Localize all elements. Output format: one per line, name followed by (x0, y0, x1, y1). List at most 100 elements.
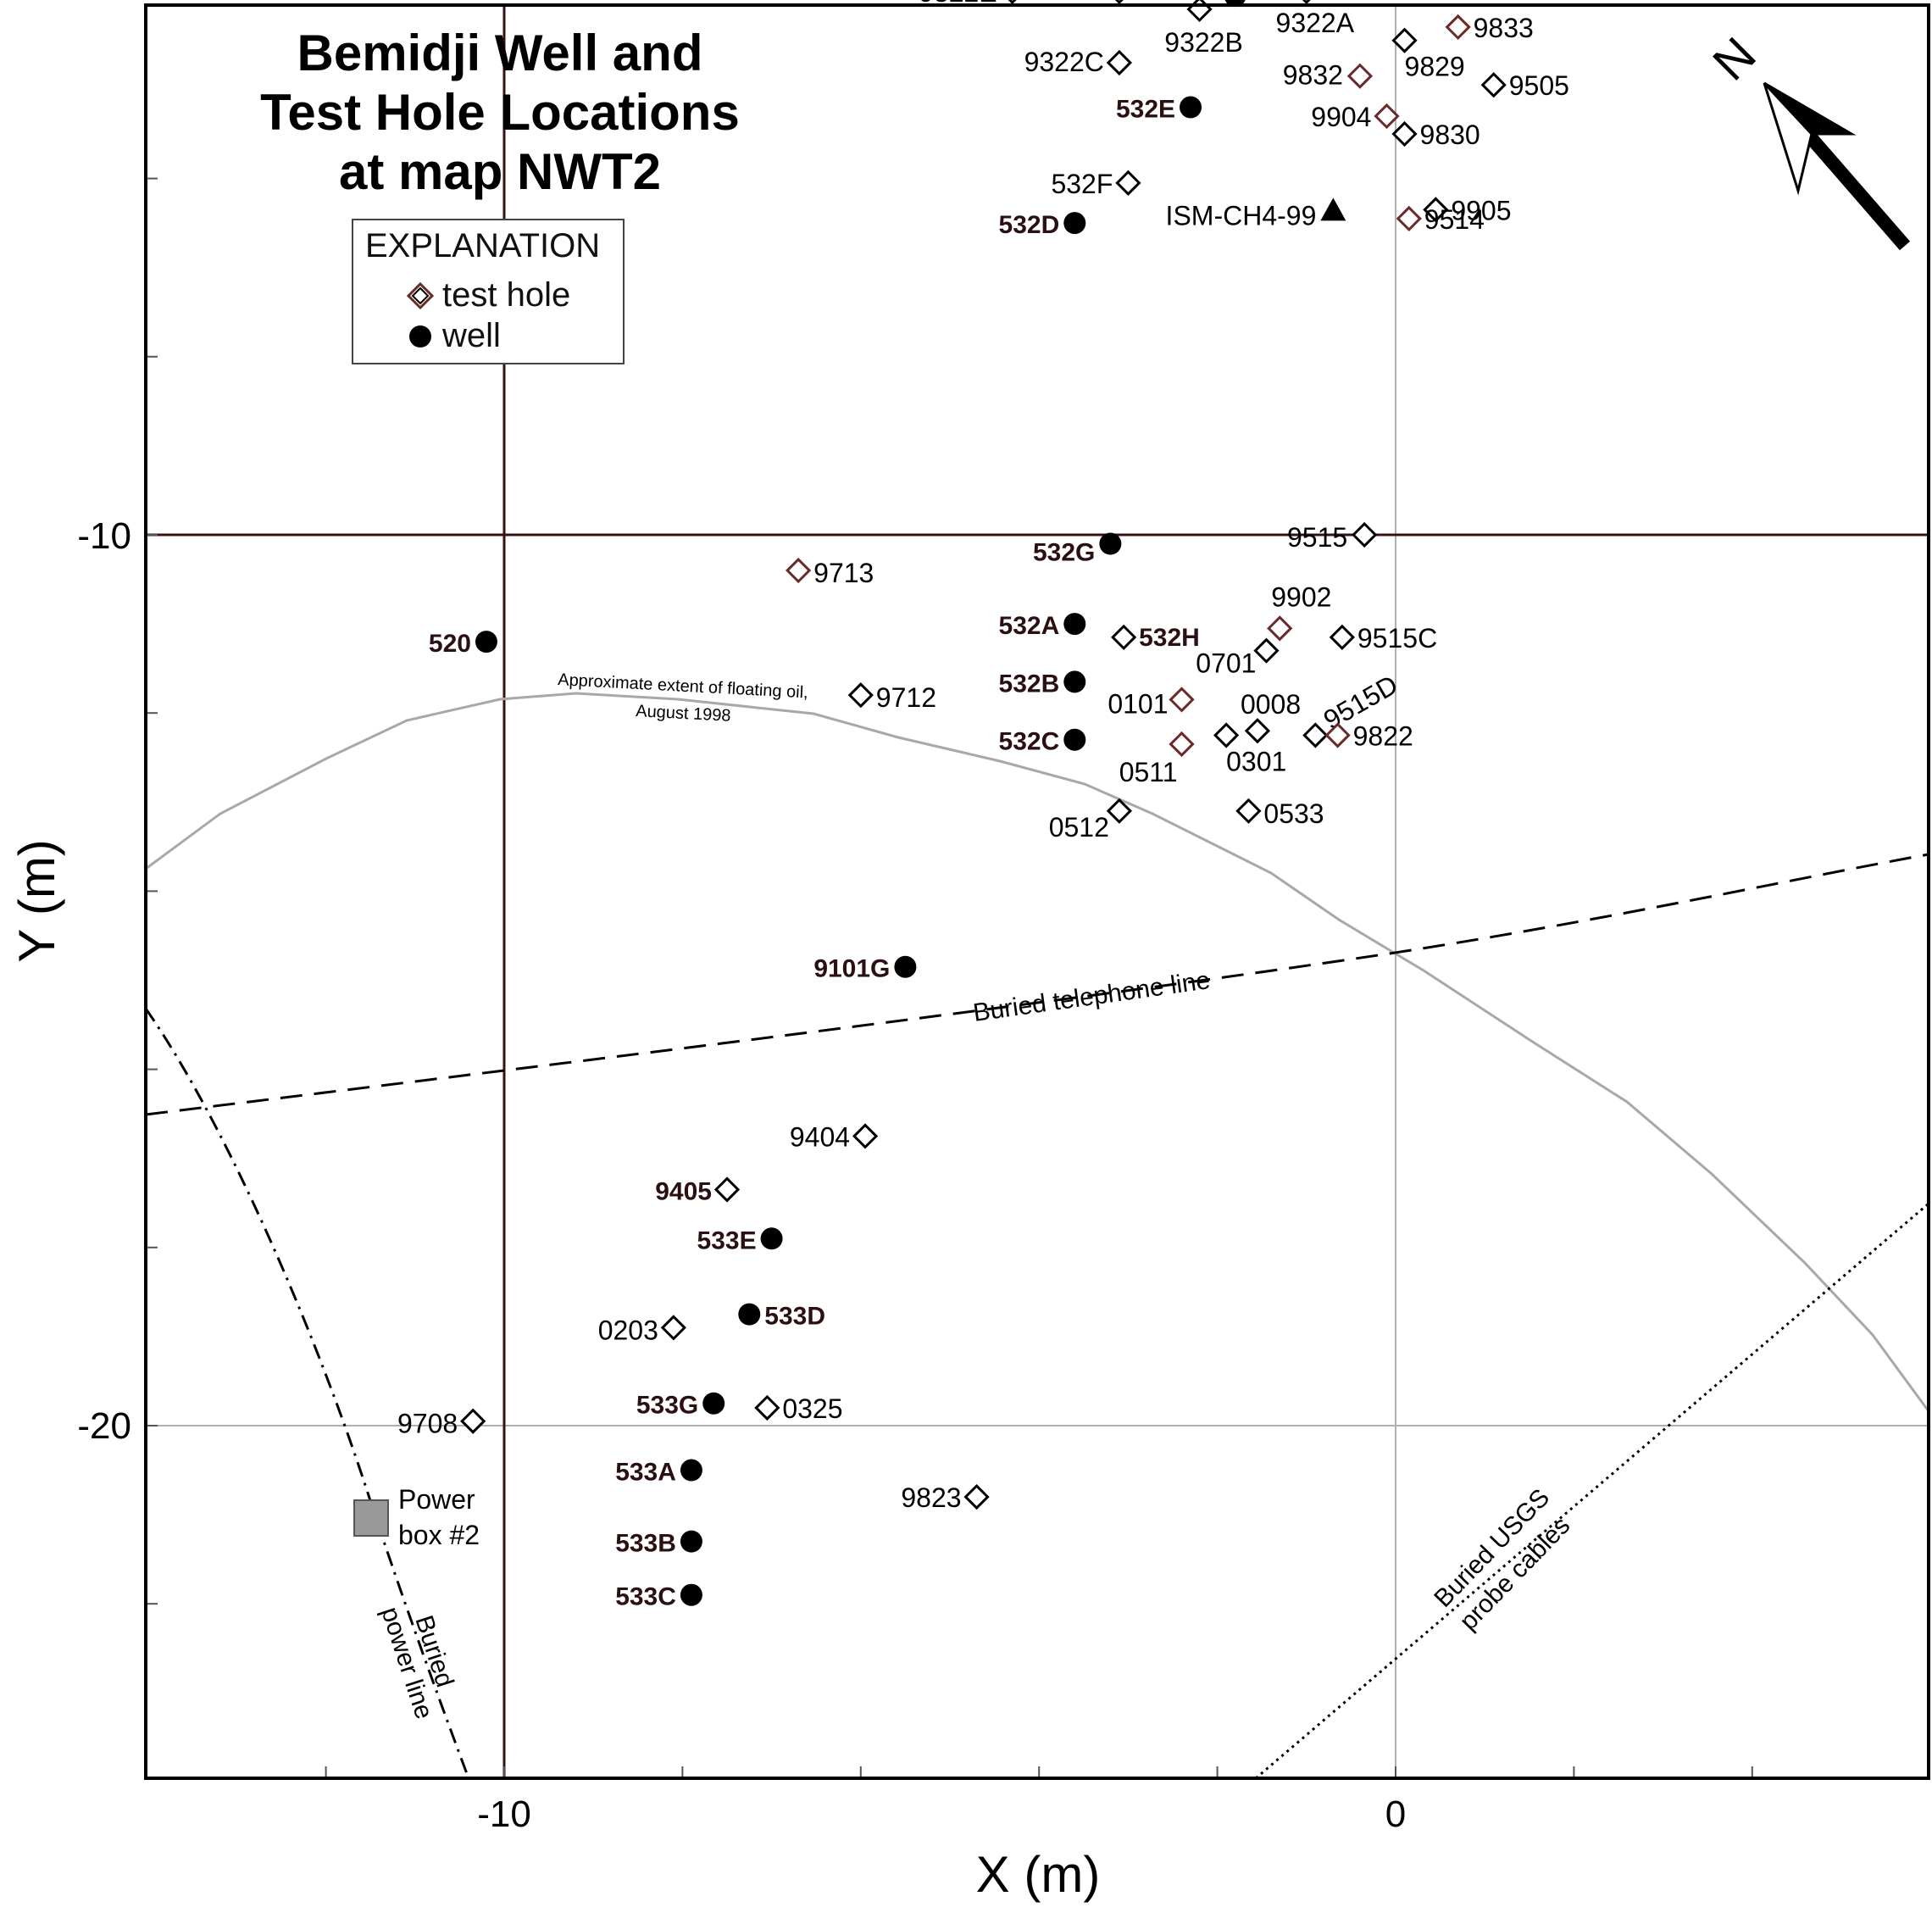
location-0511: 0511 (1119, 731, 1195, 787)
location-0512: 0512 (1049, 798, 1133, 842)
location-0325: 0325 (754, 1393, 843, 1424)
test-hole-marker (852, 1123, 879, 1149)
test-hole-marker (1302, 0, 1311, 5)
location-label: 9822 (1353, 720, 1413, 751)
location-532h: 532H (1111, 624, 1200, 652)
location-9829: 9829 (1391, 27, 1465, 82)
test-hole-marker (1267, 615, 1293, 642)
buried-usgs-probe-cables (1255, 1202, 1929, 1780)
location-533a: 533A (615, 1459, 702, 1487)
test-hole-marker (1346, 63, 1374, 89)
location-label: 9713 (813, 558, 874, 588)
well-marker (760, 1227, 783, 1250)
test-hole-marker (1008, 0, 1017, 5)
x-tick-label-0: 0 (1385, 1793, 1406, 1835)
well-marker (894, 955, 917, 978)
location-markers: 961695039102950498319322E9322D532I9322B9… (397, 0, 1569, 1611)
location-label: 9833 (1474, 13, 1534, 43)
test-hole-marker (1106, 798, 1133, 824)
location-label: 533C (615, 1583, 676, 1611)
test-hole-marker (1253, 637, 1280, 664)
location-label: 9405 (655, 1177, 712, 1205)
location-label: 9712 (876, 682, 936, 713)
location-label: 9404 (790, 1121, 850, 1152)
location-ism-ch4-99: ISM-CH4-99 (1166, 197, 1346, 231)
location-label: 0325 (782, 1393, 842, 1424)
y-tick-label-neg10: -10 (77, 515, 131, 557)
test-hole-marker (1115, 170, 1141, 196)
location-label: 9322B (1164, 27, 1243, 58)
test-hole-marker (1329, 624, 1356, 650)
location-9832: 9832 (1283, 60, 1374, 91)
well-marker (1063, 728, 1086, 751)
location-label: 9322C (1024, 47, 1104, 77)
location-9322d: 9322D (1114, 0, 1124, 5)
location-label: 9322A (1276, 8, 1355, 38)
power-box-label-line2: box #2 (398, 1520, 480, 1550)
location-9708: 9708 (397, 1408, 486, 1439)
location-label: 533E (697, 1226, 757, 1254)
location-9904: 9904 (1311, 102, 1400, 132)
location-label: 532G (1033, 539, 1095, 567)
test-hole-marker (1106, 49, 1133, 76)
test-hole-marker (1374, 103, 1400, 130)
location-label: 9515C (1357, 623, 1437, 653)
test-hole-marker (1352, 521, 1378, 548)
location-533c: 533C (615, 1583, 702, 1611)
well-marker (680, 1530, 702, 1553)
map-title: Bemidji Well and Test Hole Locations at … (195, 24, 805, 202)
location-label: 9708 (397, 1409, 458, 1439)
tick-marks (146, 177, 1753, 1778)
location-9822: 9822 (1324, 720, 1413, 751)
location-label: 532E (1116, 96, 1175, 124)
location-533d: 533D (738, 1303, 825, 1331)
well-marker (1063, 613, 1086, 636)
test-hole-marker (713, 1176, 741, 1203)
location-0533: 0533 (1235, 798, 1324, 829)
well-marker (702, 1392, 725, 1415)
location-533g: 533G (636, 1392, 725, 1420)
buried-telephone-line (145, 853, 1929, 1116)
location-9905: 9905 (1423, 195, 1512, 225)
legend-test-hole-label: test hole (442, 276, 571, 314)
location-9712: 9712 (847, 682, 936, 713)
legend-title: EXPLANATION (365, 227, 601, 264)
test-hole-marker (754, 1394, 780, 1421)
location-label: 533G (636, 1392, 698, 1420)
test-hole-marker (1213, 722, 1240, 748)
location-label: 9904 (1311, 102, 1371, 132)
test-hole-marker (847, 682, 874, 709)
location-533e: 533E (697, 1226, 783, 1254)
test-hole-marker (1324, 722, 1351, 748)
well-marker (1063, 212, 1086, 235)
location-532b: 532B (999, 670, 1086, 698)
location-label: ISM-CH4-99 (1166, 200, 1317, 231)
power-box (353, 1499, 389, 1537)
location-9902: 9902 (1267, 581, 1331, 642)
location-532a: 532A (999, 612, 1086, 640)
location-9101g: 9101G (813, 955, 917, 983)
test-hole-marker (1169, 687, 1195, 713)
well-marker (680, 1459, 702, 1482)
location-label: 532F (1051, 169, 1113, 199)
location-label: 0511 (1119, 757, 1178, 787)
location-label: 533D (764, 1303, 825, 1331)
location-label: 9515 (1287, 522, 1347, 553)
x-tick-label-neg10: -10 (477, 1793, 531, 1835)
location-532g: 532G (1033, 532, 1122, 567)
test-hole-marker (1391, 120, 1418, 147)
location-label: 0533 (1263, 798, 1324, 829)
location-label: 532H (1139, 624, 1200, 652)
well-marker (1099, 532, 1122, 555)
location-532f: 532F (1051, 169, 1141, 199)
location-533b: 533B (615, 1530, 702, 1558)
y-tick-label-neg20: -20 (77, 1405, 131, 1447)
floating-oil-extent (145, 692, 1930, 1412)
power-box-label-line1: Power (398, 1484, 475, 1515)
test-hole-marker (1445, 14, 1471, 41)
map-frame (144, 3, 1930, 1780)
location-0701: 0701 (1196, 637, 1280, 679)
location-0203: 0203 (598, 1315, 687, 1345)
location-9514: 9514 (1396, 204, 1485, 235)
location-9322a: 9322A (1276, 0, 1355, 38)
